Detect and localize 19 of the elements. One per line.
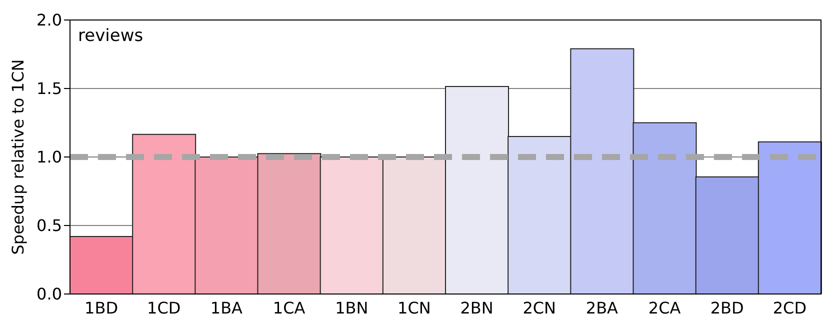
y-axis-title: Speedup relative to 1CN bbox=[8, 59, 28, 255]
x-tick-label: 2BD bbox=[710, 298, 744, 318]
y-tick-label: 1.0 bbox=[36, 148, 62, 167]
chart-title: reviews bbox=[78, 26, 144, 46]
x-tick-label: 1BD bbox=[84, 298, 118, 318]
x-tick-label: 1BA bbox=[210, 298, 243, 318]
x-tick-label: 2CA bbox=[648, 298, 681, 318]
y-tick-label: 0.5 bbox=[36, 216, 62, 236]
y-tick-label: 0.0 bbox=[36, 284, 62, 304]
y-tick-label: 1.5 bbox=[36, 79, 62, 98]
x-tick-label: 1CA bbox=[272, 298, 306, 318]
x-tick-label: 2BA bbox=[586, 298, 618, 318]
x-tick-label: 1CN bbox=[398, 298, 431, 318]
x-tick-label: 2CD bbox=[772, 298, 807, 318]
x-tick-label: 2BN bbox=[460, 298, 494, 318]
x-tick-label: 2CN bbox=[522, 298, 556, 318]
y-tick-label: 2.0 bbox=[36, 10, 62, 30]
x-tick-label: 1CD bbox=[147, 298, 181, 318]
x-tick-label: 1BN bbox=[335, 298, 368, 318]
